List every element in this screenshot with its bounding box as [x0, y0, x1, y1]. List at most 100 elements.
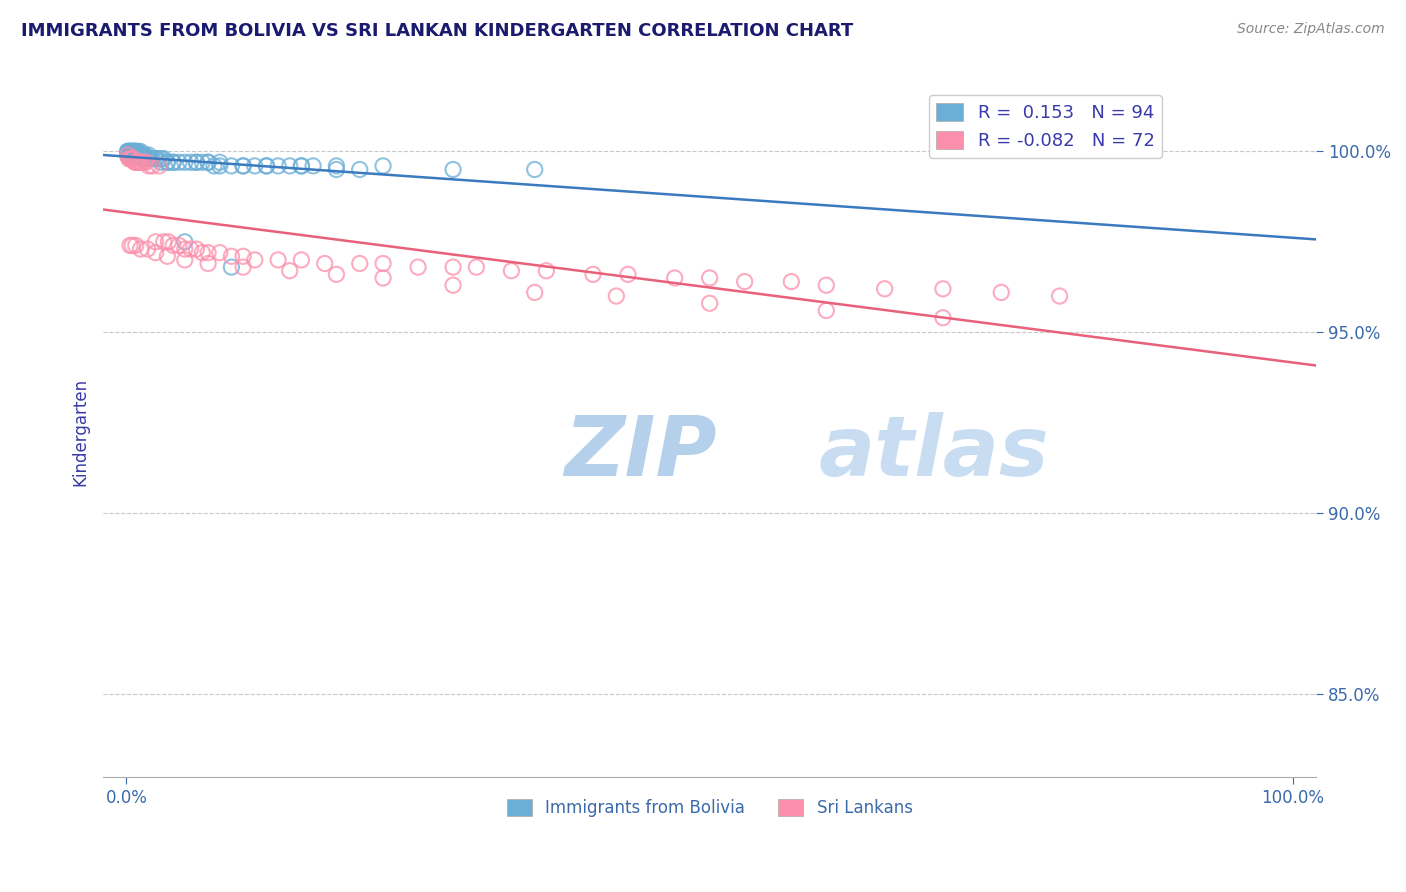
Point — [267, 159, 290, 173]
Point — [122, 145, 145, 159]
Point — [141, 159, 163, 173]
Point — [125, 148, 148, 162]
Point — [138, 159, 160, 173]
Point — [118, 152, 141, 166]
Point — [232, 249, 254, 263]
Point — [118, 145, 141, 159]
Point — [173, 252, 195, 267]
Point — [136, 152, 159, 166]
Point — [186, 155, 208, 169]
Point — [254, 159, 277, 173]
Point — [135, 155, 157, 169]
Point — [129, 148, 152, 162]
Y-axis label: Kindergarten: Kindergarten — [72, 377, 89, 485]
Point — [118, 148, 141, 162]
Point — [302, 159, 325, 173]
Point — [127, 148, 149, 162]
Point — [124, 155, 146, 169]
Point — [118, 238, 141, 252]
Point — [146, 152, 169, 166]
Point — [156, 155, 179, 169]
Point — [122, 148, 145, 162]
Point — [124, 145, 146, 159]
Point — [1049, 289, 1071, 303]
Point — [122, 145, 145, 159]
Point — [128, 148, 150, 162]
Point — [125, 148, 148, 162]
Point — [197, 245, 219, 260]
Point — [349, 256, 371, 270]
Point — [121, 148, 143, 162]
Point — [121, 152, 143, 166]
Point — [118, 148, 141, 162]
Point — [290, 159, 312, 173]
Point — [780, 275, 803, 289]
Point — [617, 268, 640, 282]
Point — [145, 152, 167, 166]
Point — [243, 252, 266, 267]
Point — [150, 152, 173, 166]
Point — [120, 145, 142, 159]
Point — [148, 159, 170, 173]
Point — [121, 148, 143, 162]
Point — [127, 148, 149, 162]
Point — [197, 256, 219, 270]
Point — [118, 152, 141, 166]
Point — [162, 238, 184, 252]
Point — [186, 242, 208, 256]
Point — [131, 148, 153, 162]
Point — [221, 260, 243, 274]
Point — [167, 238, 190, 252]
Point — [129, 155, 152, 169]
Point — [167, 155, 190, 169]
Point — [121, 145, 143, 159]
Point — [221, 249, 243, 263]
Point — [815, 278, 838, 293]
Point — [932, 282, 955, 296]
Point — [254, 159, 277, 173]
Point — [118, 145, 141, 159]
Point — [125, 145, 148, 159]
Point — [441, 260, 464, 274]
Point — [232, 159, 254, 173]
Point — [221, 159, 243, 173]
Point — [990, 285, 1012, 300]
Point — [314, 256, 336, 270]
Point — [278, 159, 301, 173]
Point — [180, 155, 202, 169]
Point — [136, 242, 159, 256]
Point — [325, 162, 347, 177]
Point — [197, 155, 219, 169]
Point — [173, 235, 195, 249]
Point — [152, 152, 174, 166]
Point — [128, 155, 150, 169]
Point — [349, 162, 371, 177]
Point — [129, 152, 152, 166]
Point — [325, 268, 347, 282]
Point — [139, 152, 162, 166]
Point — [125, 155, 148, 169]
Point — [197, 155, 219, 169]
Point — [129, 242, 152, 256]
Point — [125, 148, 148, 162]
Point — [141, 152, 163, 166]
Point — [127, 155, 149, 169]
Point — [121, 238, 143, 252]
Point — [191, 245, 214, 260]
Point — [186, 155, 208, 169]
Point — [118, 148, 141, 162]
Point — [191, 155, 214, 169]
Point — [125, 145, 148, 159]
Point — [129, 145, 152, 159]
Point — [132, 152, 155, 166]
Point — [232, 159, 254, 173]
Point — [138, 148, 160, 162]
Point — [120, 145, 142, 159]
Point — [180, 242, 202, 256]
Point — [118, 152, 141, 166]
Point — [523, 162, 546, 177]
Point — [127, 145, 149, 159]
Point — [117, 148, 139, 162]
Point — [125, 238, 148, 252]
Point — [118, 148, 141, 162]
